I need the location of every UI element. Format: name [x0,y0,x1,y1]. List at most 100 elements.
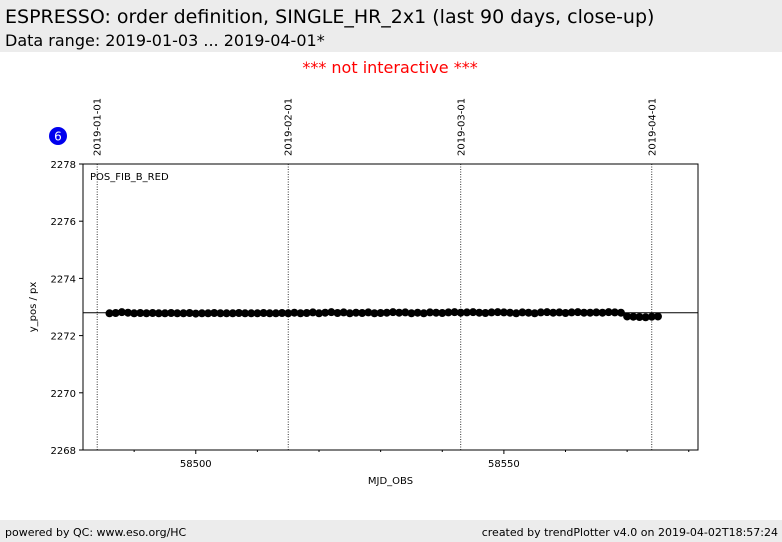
point [117,308,126,317]
point [481,309,490,318]
point [105,309,114,318]
point [191,309,200,318]
series-label: POS_FIB_B_RED [90,172,169,183]
x-tick-label: 58550 [488,459,520,470]
point [555,308,564,317]
point [616,308,625,317]
y-tick-label: 2268 [51,446,76,457]
point [604,308,613,317]
point [635,313,644,322]
point [549,308,558,317]
point [462,308,471,317]
point [228,309,237,318]
footer-right: created by trendPlotter v4.0 on 2019-04-… [482,526,778,539]
point [265,309,274,318]
y-tick-label: 2270 [51,389,76,400]
point [629,312,638,321]
y-tick-label: 2278 [51,160,76,171]
footer-left: powered by QC: www.eso.org/HC [5,526,187,539]
point [370,309,379,318]
point [315,309,324,318]
point [376,309,385,318]
point [506,308,515,317]
point [364,308,373,317]
point [487,308,496,317]
point [185,309,194,318]
y-tick-label: 2276 [51,217,76,228]
date-label: 2019-03-01 [456,98,467,156]
y-axis-label: y_pos / px [28,282,39,333]
point [321,308,330,317]
date-label: 2019-02-01 [284,98,295,156]
point [598,308,607,317]
point [518,308,527,317]
notice: *** not interactive *** [302,58,477,77]
point [327,308,336,317]
y-tick-label: 2272 [51,332,76,343]
point [259,309,268,318]
point [407,309,416,318]
point [179,309,188,318]
point [573,308,582,317]
plot-frame [82,163,699,451]
point [160,309,169,318]
point [499,308,508,317]
point [142,309,151,318]
point [278,309,287,318]
point [136,309,145,318]
x-axis-label: MJD_OBS [368,476,413,487]
point [413,308,422,317]
subtitle: Data range: 2019-01-03 ... 2019-04-01* [5,31,325,50]
point [234,309,243,318]
point [308,308,317,317]
point [469,308,478,317]
point [290,308,299,317]
point [623,312,632,321]
point [610,308,619,317]
point [154,309,163,318]
point [148,309,157,318]
point [382,308,391,317]
point [641,313,650,322]
badge: 6 [54,130,62,144]
point [197,309,206,318]
point [339,308,348,317]
title: ESPRESSO: order definition, SINGLE_HR_2x… [5,6,654,28]
point [561,309,570,318]
point [456,308,465,317]
point [653,312,662,321]
point [543,308,552,317]
point [536,308,545,317]
point [173,309,182,318]
point [253,309,262,318]
point [475,308,484,317]
point [351,308,360,317]
point [345,309,354,318]
date-label: 2019-01-01 [93,98,104,156]
point [130,309,139,318]
y-tick-label: 2274 [51,274,76,285]
point [425,308,434,317]
point [333,309,342,318]
point [222,309,231,318]
point [524,308,533,317]
point [204,309,213,318]
point [419,309,428,318]
point [111,309,120,318]
point [592,308,601,317]
point [450,308,459,317]
point [302,309,311,318]
point [216,309,225,318]
point [284,309,293,318]
point [210,309,219,318]
point [444,308,453,317]
header-band [0,0,782,52]
plot: 2268 2270 2272 2274 2276 2278 58500 58550 2019-0… [28,98,699,487]
point [493,308,502,317]
point [247,309,256,318]
point [579,308,588,317]
point [530,309,539,318]
point [271,309,280,318]
